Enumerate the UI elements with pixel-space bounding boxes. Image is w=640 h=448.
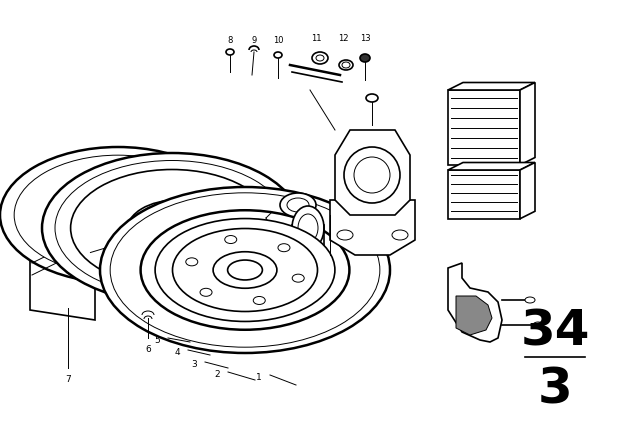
Ellipse shape — [292, 274, 304, 282]
Ellipse shape — [200, 289, 212, 296]
Polygon shape — [448, 163, 535, 170]
Polygon shape — [330, 200, 415, 255]
Ellipse shape — [104, 204, 148, 232]
Ellipse shape — [213, 252, 277, 288]
Ellipse shape — [155, 216, 199, 244]
Ellipse shape — [173, 228, 317, 311]
Ellipse shape — [337, 230, 353, 240]
Ellipse shape — [253, 297, 265, 305]
Ellipse shape — [88, 194, 164, 242]
Text: 34: 34 — [520, 307, 589, 355]
Text: 6: 6 — [145, 345, 151, 354]
Text: 11: 11 — [311, 34, 321, 43]
Ellipse shape — [278, 244, 290, 252]
Ellipse shape — [274, 52, 282, 58]
Ellipse shape — [312, 52, 328, 64]
Ellipse shape — [344, 147, 400, 203]
Ellipse shape — [141, 210, 349, 330]
Polygon shape — [448, 263, 502, 342]
Text: 7: 7 — [65, 375, 71, 384]
Ellipse shape — [366, 94, 378, 102]
Ellipse shape — [360, 54, 370, 62]
Ellipse shape — [155, 219, 335, 322]
Ellipse shape — [280, 193, 316, 217]
Ellipse shape — [292, 242, 324, 258]
Ellipse shape — [42, 153, 302, 303]
Polygon shape — [520, 82, 535, 165]
Text: 3: 3 — [538, 365, 572, 413]
Ellipse shape — [339, 60, 353, 70]
Text: 13: 13 — [360, 34, 371, 43]
Polygon shape — [448, 82, 535, 90]
Ellipse shape — [292, 206, 324, 250]
Polygon shape — [30, 230, 95, 320]
Polygon shape — [335, 130, 410, 215]
Text: 8: 8 — [227, 35, 233, 44]
Ellipse shape — [392, 230, 408, 240]
Ellipse shape — [228, 260, 262, 280]
Ellipse shape — [342, 62, 350, 68]
Text: 4: 4 — [174, 348, 180, 357]
Text: 5: 5 — [154, 336, 160, 345]
Ellipse shape — [298, 214, 318, 242]
Ellipse shape — [14, 155, 222, 275]
Polygon shape — [456, 296, 492, 335]
Ellipse shape — [533, 322, 543, 328]
Ellipse shape — [226, 49, 234, 55]
Text: 1: 1 — [256, 372, 262, 382]
Ellipse shape — [280, 256, 316, 280]
Text: 10: 10 — [273, 35, 284, 44]
Ellipse shape — [138, 241, 145, 247]
Text: 3: 3 — [191, 359, 197, 369]
Text: 9: 9 — [252, 35, 257, 44]
Ellipse shape — [70, 169, 273, 287]
Polygon shape — [448, 90, 520, 165]
Ellipse shape — [525, 297, 535, 303]
Text: 2: 2 — [214, 370, 220, 379]
Polygon shape — [520, 163, 535, 219]
Text: 12: 12 — [338, 34, 348, 43]
Ellipse shape — [287, 261, 309, 275]
Ellipse shape — [0, 147, 236, 283]
Ellipse shape — [55, 160, 289, 296]
Ellipse shape — [161, 250, 169, 256]
Polygon shape — [448, 170, 520, 219]
Ellipse shape — [100, 187, 390, 353]
Ellipse shape — [354, 157, 390, 193]
Ellipse shape — [139, 207, 215, 253]
Ellipse shape — [287, 198, 309, 212]
Ellipse shape — [186, 258, 198, 266]
Ellipse shape — [110, 193, 380, 347]
Ellipse shape — [163, 221, 191, 239]
Ellipse shape — [78, 188, 174, 248]
Ellipse shape — [316, 55, 324, 61]
Ellipse shape — [225, 236, 237, 244]
Ellipse shape — [188, 247, 196, 253]
Ellipse shape — [127, 200, 227, 260]
